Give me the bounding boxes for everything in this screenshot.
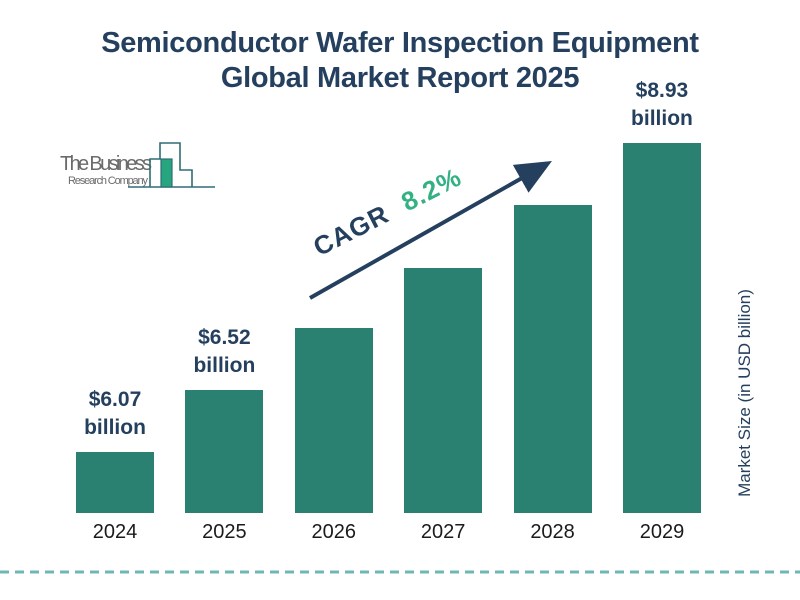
x-tick-2025: 2025 [202,521,247,543]
bar-value-label: $6.07 billion [84,386,146,442]
bar-column-2025: $6.52 billion 2025 [184,324,264,545]
bar-value-amount: $6.07 [88,388,142,411]
bar-2025 [185,390,264,513]
bar-2027 [404,268,483,513]
bar-chart: $6.07 billion 2024 $6.52 billion 2025 20… [75,45,702,545]
bar-column-2024: $6.07 billion 2024 [75,386,155,545]
bar-2029 [622,143,701,513]
x-tick-2028: 2028 [530,521,575,543]
bar-column-2028: 2028 [513,195,593,545]
y-axis-label: Market Size (in USD billion) [735,289,754,497]
x-tick-2024: 2024 [92,521,138,543]
title-line-2: Global Market Report 2025 [220,62,580,94]
bar-2024 [76,452,154,513]
bar-2026 [294,328,373,513]
logo-bars-icon [128,142,215,188]
page-title: Semiconductor Wafer Inspection Equipment… [0,26,800,96]
company-logo: The Business Research Company [60,142,215,188]
title-line-1: Semiconductor Wafer Inspection Equipment [101,27,699,59]
bar-value-unit: billion [84,416,146,439]
bar-value-amount: $6.52 [198,326,251,349]
bar-column-2026: 2026 [294,318,374,545]
bar-2028 [513,205,592,513]
bar-column-2027: 2027 [403,258,483,545]
bar-value-amount: $8.93 [635,79,689,102]
x-tick-2029: 2029 [639,521,685,543]
x-tick-2027: 2027 [420,521,466,543]
bar-value-unit: billion [193,354,256,377]
bar-value-label: $6.52 billion [193,324,255,380]
bottom-dashed-divider [0,570,800,574]
logo-text-primary: The Business [60,153,152,175]
trend-arrow [309,161,552,300]
bar-column-2029: $8.93 billion 2029 [622,77,702,545]
x-tick-2026: 2026 [311,521,357,543]
logo-text-secondary: Research Company [68,175,149,187]
bar-value-unit: billion [631,107,693,130]
bar-value-label: $8.93 billion [631,77,693,133]
